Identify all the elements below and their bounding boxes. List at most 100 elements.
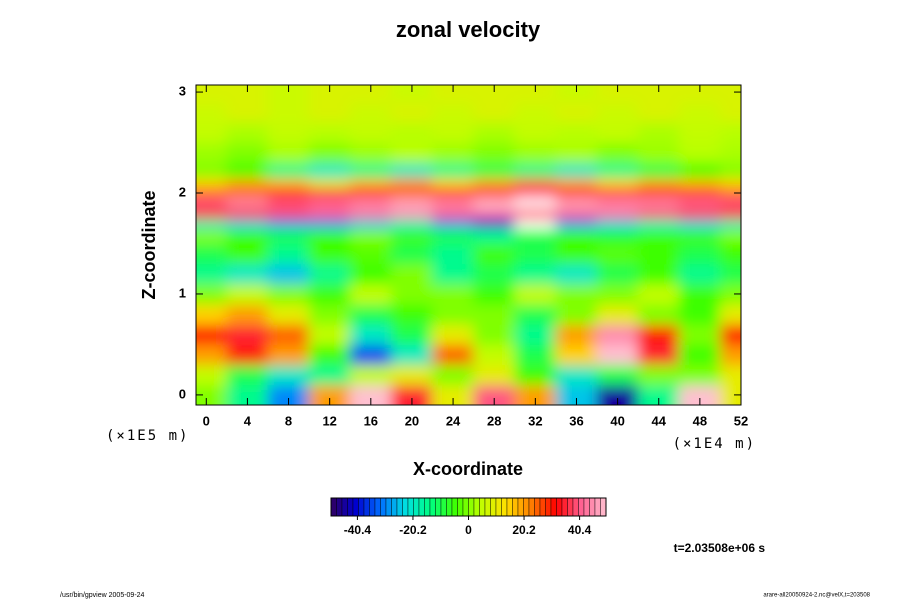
cell [637,242,680,265]
colorbar-cell [402,497,409,517]
x-tick-label: 24 [446,413,461,428]
cell [473,142,516,164]
y-tick-label: 0 [179,386,186,401]
cell [308,101,351,123]
colorbar-cell [583,497,590,517]
cell [555,384,598,405]
cell [267,384,310,405]
cell [390,283,434,305]
colorbar-cell [534,497,541,517]
cell [226,142,269,164]
x-tick-label: 20 [405,413,419,428]
cell [226,384,269,405]
cell [349,101,392,123]
cell [596,162,639,179]
cell [719,207,741,219]
cell [555,177,598,189]
cell [226,187,269,199]
cell [390,364,434,386]
cell [596,323,639,345]
cell [196,364,228,386]
cell [308,384,351,405]
cell [226,303,269,325]
colorbar-tick-label: -40.4 [344,523,372,537]
cell [637,303,680,325]
cell [308,242,351,265]
cell [267,177,310,189]
colorbar-cell [391,497,398,517]
x-tick-label: 40 [610,413,624,428]
cell [514,121,557,144]
colorbar-cell [418,497,425,517]
cell [555,263,598,285]
cell [390,85,434,103]
cell [226,101,269,123]
cell [267,323,310,345]
colorbar-cell [336,497,343,517]
colorbar-cell [435,497,442,517]
cell [596,283,639,305]
cell [349,177,392,189]
cell [596,242,639,265]
cell [267,101,310,123]
cell [267,197,310,209]
cell [637,177,680,189]
cell [719,263,741,285]
cell [308,187,351,199]
colorbar-cell [380,497,387,517]
cell [226,343,269,366]
cell [308,197,351,209]
colorbar-cell [369,497,376,517]
x-tick-label: 0 [203,413,210,428]
cell [267,85,310,103]
cell [267,142,310,164]
cell [596,263,639,285]
cell [226,85,269,103]
cell [719,142,741,164]
cell [432,364,475,386]
cell [390,101,434,123]
cell [308,217,351,229]
cell [719,323,741,345]
cell [637,197,680,209]
cell [432,85,475,103]
cell [226,197,269,209]
cell [390,242,434,265]
cell [390,142,434,164]
cell [432,197,475,209]
cell [637,142,680,164]
cell [555,343,598,366]
cell [390,384,434,405]
cell [196,384,228,405]
cell [473,227,516,244]
cell [196,227,228,244]
cell [473,384,516,405]
cell [390,303,434,325]
cell [596,207,639,219]
cell [349,217,392,229]
cell [267,162,310,179]
cell [555,121,598,144]
cell [514,384,557,405]
cell [555,142,598,164]
cell [514,227,557,244]
cell [596,227,639,244]
cell [678,207,721,219]
cell [719,121,741,144]
plot-frame [195,84,742,406]
cell [432,323,475,345]
cell [678,242,721,265]
y-tick-label: 1 [179,285,186,300]
colorbar-cell [506,497,513,517]
y-unit: (×1E5 m) [106,428,189,444]
colorbar-cell [517,497,524,517]
cell [349,187,392,199]
cell [678,162,721,179]
cell [637,283,680,305]
colorbar-tick-label: 0 [465,523,472,537]
colorbar-cell [512,497,519,517]
cell [719,384,741,405]
cell [226,323,269,345]
cell [555,187,598,199]
